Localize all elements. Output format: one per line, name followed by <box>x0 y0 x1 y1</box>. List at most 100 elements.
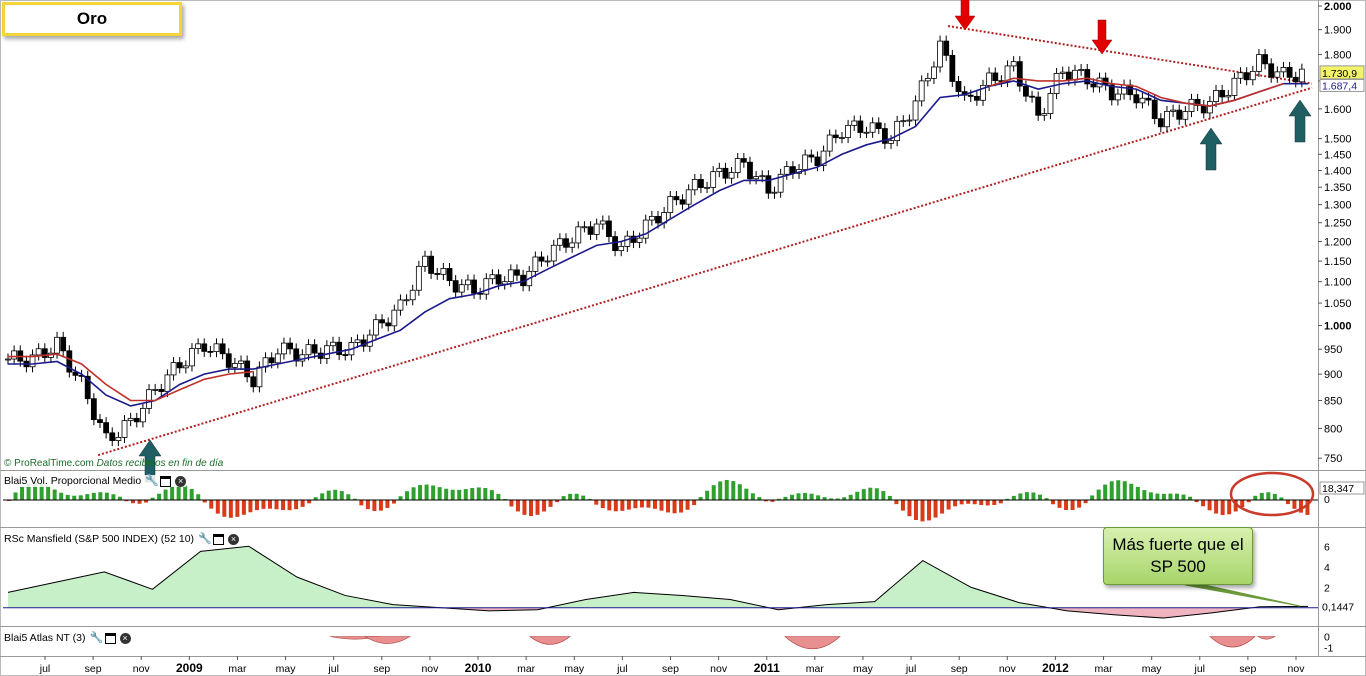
volume-bar-up <box>1155 493 1160 500</box>
candle-up <box>465 279 471 286</box>
x-axis-label: may <box>564 663 585 675</box>
candle-down <box>673 196 680 201</box>
price-axis-label: 1.800 <box>1324 50 1352 62</box>
candle-up <box>54 336 60 354</box>
volume-bar-down <box>130 500 135 504</box>
candle-down <box>176 362 183 369</box>
x-axis-label: mar <box>806 663 825 675</box>
candle-down <box>722 167 729 179</box>
candle-up <box>771 191 778 194</box>
candle-up <box>1010 61 1017 67</box>
volume-bar-up <box>176 484 181 500</box>
volume-bar-up <box>52 489 57 500</box>
volume-bar-down <box>1240 500 1245 508</box>
volume-bar-up <box>65 494 70 500</box>
candle-up <box>888 140 894 144</box>
volume-bar-up <box>757 497 762 500</box>
volume-bar-down <box>1207 500 1212 511</box>
candle-down <box>1292 76 1299 83</box>
volume-bar-up <box>705 490 710 500</box>
candle-up <box>820 150 827 167</box>
volume-bar-up <box>1031 492 1036 500</box>
volume-bar-down <box>953 500 958 507</box>
wrench-icon[interactable]: 🔧 <box>145 474 159 487</box>
ma-blue-line <box>8 80 1308 407</box>
candle-down <box>1243 72 1250 81</box>
volume-bar-up <box>1272 493 1277 500</box>
candle-down <box>949 54 956 82</box>
volume-bar-down <box>378 500 383 511</box>
x-axis-label: jul <box>327 663 339 675</box>
volume-bar-down <box>1070 500 1075 511</box>
candle-up <box>1041 113 1048 116</box>
volume-bar-down <box>992 500 997 505</box>
volume-bar-up <box>346 494 351 500</box>
rsc-positive-area <box>8 546 1308 608</box>
volume-bar-down <box>927 500 932 521</box>
candle-up <box>121 420 128 438</box>
volume-bar-up <box>470 488 475 500</box>
candle-down <box>1268 63 1275 78</box>
volume-bar-up <box>170 486 175 500</box>
volume-bar-down <box>1214 500 1219 514</box>
candle-down <box>1151 99 1158 120</box>
x-axis-label: jul <box>1194 663 1206 675</box>
volume-bar-up <box>189 489 194 500</box>
candle-up <box>710 171 717 188</box>
candle-up <box>305 344 312 356</box>
volume-bar-up <box>59 492 64 500</box>
candle-down <box>1108 84 1115 101</box>
candle-down <box>109 432 116 441</box>
wrench-icon[interactable]: 🔧 <box>89 631 104 644</box>
candle-up <box>415 265 422 291</box>
candle-up <box>986 72 993 86</box>
volume-bar-up <box>333 489 338 500</box>
volume-bar-down <box>659 500 664 511</box>
window-icon[interactable] <box>104 632 116 644</box>
volume-bar-up <box>72 495 77 500</box>
price-axis-label: 1.300 <box>1324 200 1352 212</box>
arrow-up-icon <box>1288 99 1312 143</box>
atlas-axis-label: -1 <box>1324 643 1333 655</box>
candle-down <box>103 422 110 434</box>
volume-bar-down <box>1194 500 1199 503</box>
candle-up <box>403 299 410 302</box>
candle-down <box>1157 118 1164 128</box>
candle-down <box>201 343 208 352</box>
volume-bar-down <box>385 500 390 508</box>
candle-up <box>1249 70 1256 81</box>
volume-bar-down <box>946 500 951 510</box>
candle-up <box>845 124 851 138</box>
atlas-dip-area <box>784 636 841 649</box>
volume-bar-down <box>248 500 253 513</box>
candle-down <box>1194 98 1201 106</box>
last-price-label: 1.730,9 <box>1322 68 1357 80</box>
candle-up <box>189 348 195 367</box>
candle-up <box>691 179 698 191</box>
volume-bar-down <box>228 500 233 518</box>
close-icon[interactable]: × <box>175 475 187 487</box>
wrench-icon[interactable]: 🔧 <box>198 532 212 545</box>
candle-up <box>391 309 398 327</box>
volume-bar-down <box>515 500 520 512</box>
close-icon[interactable]: × <box>119 632 131 644</box>
candle-down <box>1262 54 1268 65</box>
volume-bar-up <box>874 488 879 500</box>
window-icon[interactable] <box>213 533 225 545</box>
candle-up <box>937 40 943 68</box>
volume-bar-up <box>1259 492 1264 500</box>
close-icon[interactable]: × <box>228 533 240 545</box>
x-axis-label: may <box>276 663 297 675</box>
volume-bar-up <box>783 496 788 500</box>
volume-bar-up <box>868 487 873 500</box>
candle-up <box>667 196 674 213</box>
candle-up <box>146 389 152 409</box>
x-axis-label: sep <box>1239 663 1256 675</box>
volume-bar-up <box>313 497 318 500</box>
candle-up <box>354 339 361 343</box>
volume-bar-up <box>405 491 410 500</box>
volume-bar-up <box>1109 481 1114 500</box>
ma-price-label: 1.687,4 <box>1322 80 1357 92</box>
window-icon[interactable] <box>160 475 172 487</box>
